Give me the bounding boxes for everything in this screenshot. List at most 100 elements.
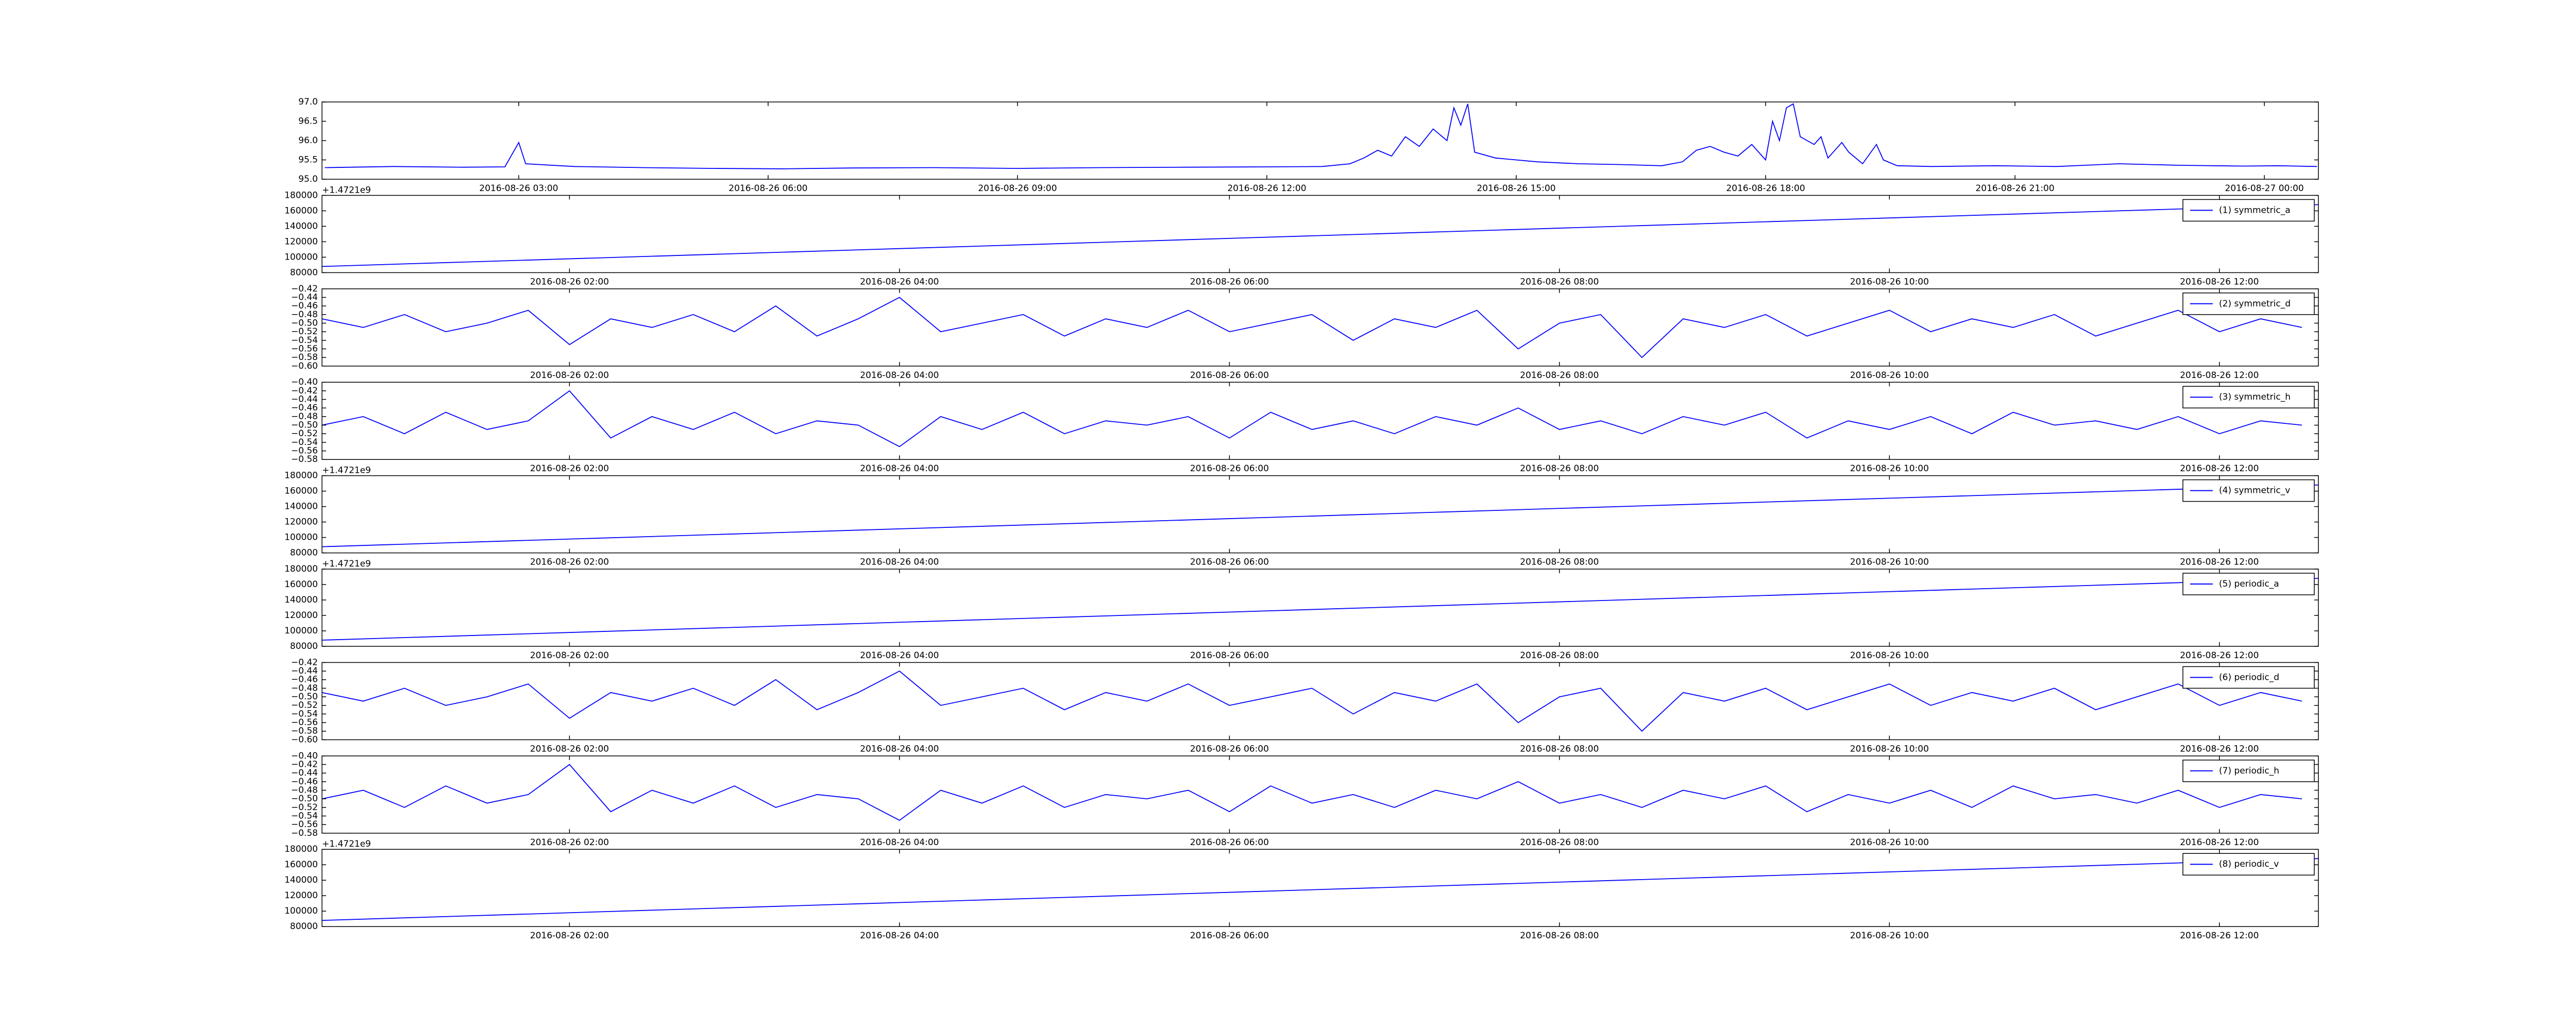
legend-box [2182,760,2315,782]
x-tick-label: 2016-08-26 03:00 [479,183,558,194]
y-tick-label: 120000 [284,610,318,621]
legend-label: (5) periodic_a [2219,579,2279,589]
y-tick-label: 100000 [284,906,318,916]
x-tick-label: 2016-08-26 06:00 [1190,464,1269,474]
x-tick-label: 2016-08-26 10:00 [1850,931,1929,941]
y-tick-label: −0.58 [291,454,318,465]
y-tick-label: −0.54 [291,335,318,346]
x-tick-label: 2016-08-26 04:00 [860,370,939,381]
data-line [321,764,2302,821]
data-line [321,578,2319,641]
y-tick-label: −0.54 [291,811,318,821]
y-tick-label: −0.46 [291,675,318,685]
x-tick-label: 2016-08-26 02:00 [530,464,609,474]
y-tick-label: 140000 [284,221,318,231]
x-tick-label: 2016-08-26 04:00 [860,837,939,848]
x-tick-label: 2016-08-26 12:00 [2180,931,2259,941]
legend-label: (7) periodic_h [2219,766,2279,776]
legend-label: (2) symmetric_d [2219,299,2291,309]
y-tick-label: 120000 [284,236,318,247]
y-tick-label: 180000 [284,190,318,200]
x-tick-label: 2016-08-26 06:00 [1190,837,1269,848]
legend-label: (4) symmetric_v [2219,486,2290,496]
x-tick-label: 2016-08-26 04:00 [860,277,939,287]
x-tick-label: 2016-08-26 10:00 [1850,370,1929,381]
y-tick-label: 120000 [284,517,318,527]
legend-label: (1) symmetric_a [2219,205,2291,215]
y-tick-label: 80000 [290,548,318,558]
y-tick-label: −0.44 [291,292,318,302]
y-tick-label: 140000 [284,875,318,885]
x-tick-label: 2016-08-26 06:00 [1190,650,1269,661]
x-tick-label: 2016-08-26 06:00 [1190,277,1269,287]
x-tick-label: 2016-08-26 12:00 [2180,557,2259,568]
x-tick-label: 2016-08-26 12:00 [2180,277,2259,287]
y-tick-label: −0.50 [291,420,318,431]
y-tick-label: −0.42 [291,657,318,667]
y-offset-label: +1.4721e9 [322,839,371,849]
y-tick-label: −0.58 [291,828,318,838]
x-tick-label: 2016-08-26 04:00 [860,931,939,941]
x-tick-label: 2016-08-26 02:00 [530,744,609,754]
legend-label: (8) periodic_v [2219,859,2279,869]
y-tick-label: −0.50 [291,318,318,328]
y-tick-label: −0.56 [291,446,318,456]
x-tick-label: 2016-08-26 18:00 [1726,183,1805,194]
x-tick-label: 2016-08-26 15:00 [1477,183,1555,194]
y-tick-label: 140000 [284,502,318,512]
y-tick-label: −0.58 [291,352,318,363]
x-tick-label: 2016-08-26 10:00 [1850,650,1929,661]
x-tick-label: 2016-08-26 06:00 [1190,931,1269,941]
axes-frame [321,756,2319,834]
y-tick-label: −0.42 [291,284,318,294]
y-tick-label: −0.46 [291,403,318,413]
y-tick-label: −0.52 [291,327,318,337]
y-tick-label: 100000 [284,626,318,636]
y-tick-label: −0.60 [291,361,318,371]
axes-frame [321,475,2319,554]
x-tick-label: 2016-08-26 02:00 [530,277,609,287]
x-tick-label: 2016-08-26 10:00 [1850,744,1929,754]
x-tick-label: 2016-08-26 09:00 [978,183,1057,194]
y-offset-label: +1.4721e9 [322,466,371,476]
axes-frame [321,195,2319,273]
y-tick-label: −0.54 [291,709,318,719]
x-tick-label: 2016-08-26 10:00 [1850,277,1929,287]
axes-frame [321,569,2319,647]
y-tick-label: 160000 [284,579,318,590]
x-tick-label: 2016-08-26 10:00 [1850,837,1929,848]
y-tick-label: 95.0 [298,174,318,184]
data-line [321,671,2302,732]
x-tick-label: 2016-08-26 04:00 [860,650,939,661]
x-tick-label: 2016-08-26 10:00 [1850,464,1929,474]
y-tick-label: −0.52 [291,700,318,711]
x-tick-label: 2016-08-26 02:00 [530,650,609,661]
y-tick-label: −0.48 [291,683,318,693]
x-tick-label: 2016-08-26 12:00 [2180,370,2259,381]
x-tick-label: 2016-08-26 04:00 [860,744,939,754]
y-tick-label: 160000 [284,205,318,216]
x-tick-label: 2016-08-26 08:00 [1520,370,1599,381]
y-tick-label: −0.48 [291,411,318,422]
y-tick-label: −0.40 [291,751,318,761]
x-tick-label: 2016-08-26 02:00 [530,837,609,848]
y-tick-label: 95.5 [298,155,318,165]
y-tick-label: 100000 [284,533,318,543]
data-line [321,297,2302,358]
axes-frame [321,849,2319,927]
y-tick-label: −0.54 [291,437,318,448]
y-tick-label: 80000 [290,267,318,278]
y-tick-label: 97.0 [298,97,318,107]
y-tick-label: −0.42 [291,386,318,396]
y-tick-label: −0.46 [291,301,318,311]
y-tick-label: 96.5 [298,116,318,127]
data-line [321,858,2319,921]
axes-frame [321,662,2319,741]
x-tick-label: 2016-08-26 08:00 [1520,650,1599,661]
y-tick-label: 180000 [284,564,318,574]
y-tick-label: 100000 [284,252,318,262]
y-tick-label: −0.52 [291,802,318,813]
y-tick-label: −0.40 [291,377,318,387]
x-tick-label: 2016-08-26 12:00 [1227,183,1306,194]
